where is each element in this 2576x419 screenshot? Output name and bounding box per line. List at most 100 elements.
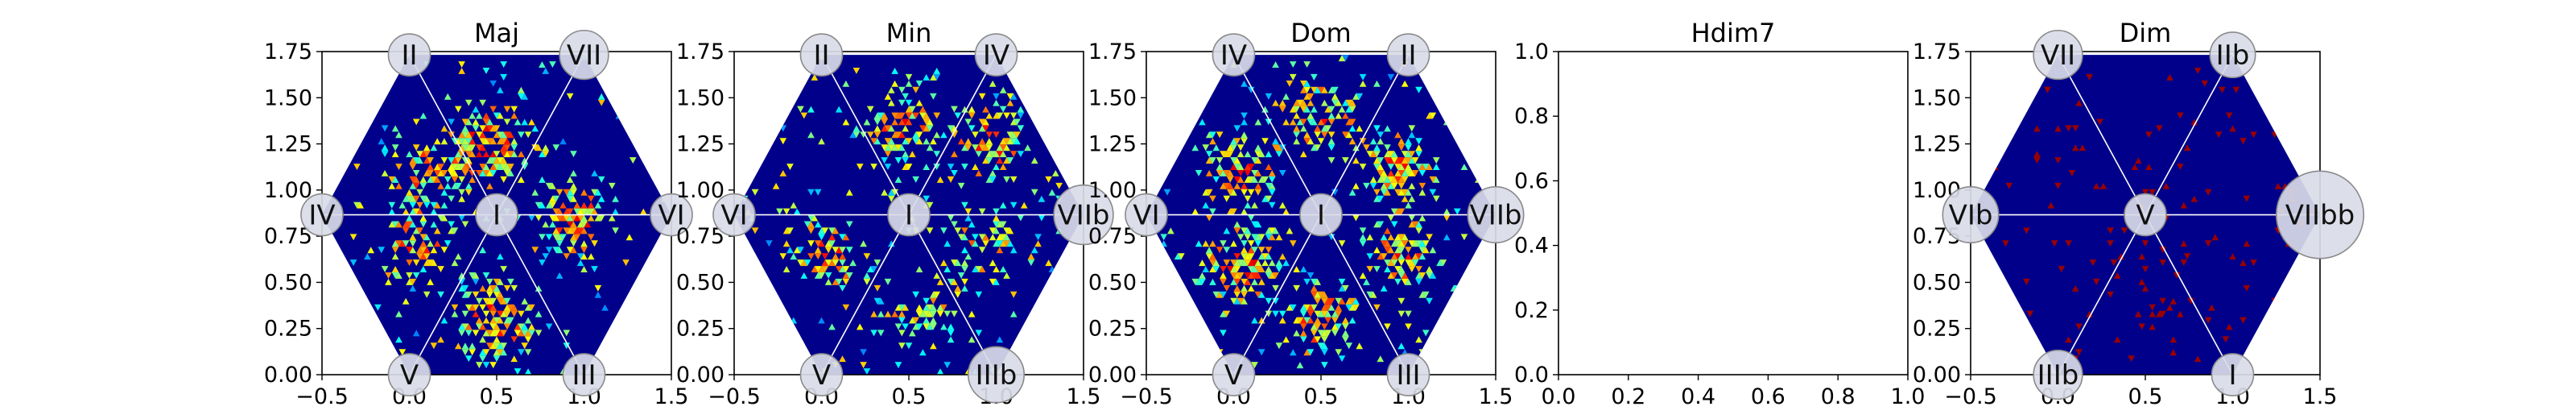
node-iii: III <box>562 353 606 396</box>
node-vib: VIb <box>1942 186 2000 244</box>
y-tick-label: 1.50 <box>1913 85 1961 110</box>
divider-line <box>2145 54 2234 215</box>
node-label: II <box>813 39 829 72</box>
node-label: I <box>905 200 913 232</box>
y-tick-label: 0.25 <box>1913 317 1961 342</box>
x-tick-label: 0.8 <box>1821 384 1856 409</box>
divider-line <box>2057 214 2146 375</box>
y-tick-label: 0.50 <box>676 270 724 295</box>
y-tick-label: 0.00 <box>1088 363 1137 388</box>
x-tick-label: −0.5 <box>1944 384 1997 409</box>
node-label: IIIb <box>2037 359 2079 392</box>
y-tick-label: 1.25 <box>1088 132 1137 157</box>
node-v: V <box>2124 193 2167 237</box>
node-label: VI <box>720 200 747 232</box>
x-tick-label: −0.5 <box>708 384 761 409</box>
y-tick-label: 1.75 <box>264 39 312 64</box>
divider-line <box>1232 54 1322 215</box>
node-label: IV <box>983 39 1009 72</box>
axes-frame <box>1558 51 1909 375</box>
node-label: VIb <box>1949 200 1993 232</box>
divider-line <box>1320 54 1410 215</box>
y-tick-label: 0.00 <box>676 363 724 388</box>
node-label: VI <box>1133 200 1159 232</box>
y-tick-label: 1.0 <box>1514 39 1549 64</box>
node-v: V <box>387 353 431 396</box>
node-v: V <box>1212 353 1256 396</box>
node-label: III <box>572 359 596 392</box>
y-tick-label: 0.25 <box>1088 317 1137 342</box>
x-tick-label: 0.5 <box>892 384 927 409</box>
y-tick-label: 1.00 <box>676 178 724 203</box>
divider-line <box>496 214 585 375</box>
divider-line <box>408 54 497 215</box>
node-vi: VI <box>650 193 693 237</box>
node-viibb: VIIbb <box>2275 170 2365 259</box>
y-tick-label: 0.75 <box>676 224 724 249</box>
y-tick-label: 1.75 <box>676 39 724 64</box>
node-label: V <box>400 359 419 392</box>
divider-line <box>2057 54 2146 215</box>
y-tick-label: 0.4 <box>1514 234 1549 259</box>
x-tick-label: 1.5 <box>2303 384 2338 409</box>
node-label: V <box>2136 200 2154 232</box>
node-iv: IV <box>974 33 1018 77</box>
node-vi: VI <box>1125 193 1168 237</box>
y-tick-label: 1.25 <box>676 132 724 157</box>
node-label: VIIb <box>1058 200 1110 232</box>
node-label: I <box>1317 200 1325 232</box>
y-tick-label: 0.00 <box>264 363 312 388</box>
divider-line <box>408 214 497 375</box>
node-label: IV <box>308 200 335 232</box>
node-iiib: IIIb <box>967 346 1026 404</box>
subplot-title: Hdim7 <box>1691 18 1776 48</box>
subplot-maj: −0.5 0.0 0.5 1.0 1.50.000.250.500.751.001.25… <box>264 18 689 409</box>
subplot-title: Dim <box>2120 18 2172 48</box>
node-label: VIIbb <box>2285 200 2355 232</box>
node-ii: II <box>799 33 844 77</box>
x-tick-label: 0.4 <box>1681 384 1715 409</box>
node-vii: VII <box>2033 29 2083 81</box>
heat-cells <box>328 55 671 375</box>
y-tick-label: 0.8 <box>1514 104 1549 129</box>
node-ii: II <box>1386 33 1430 77</box>
node-i: I <box>475 193 518 237</box>
x-tick-label: 0.5 <box>480 384 514 409</box>
node-label: II <box>401 39 417 72</box>
y-tick-label: 1.50 <box>1088 85 1137 110</box>
y-tick-label: 1.75 <box>1088 39 1137 64</box>
y-tick-label: 1.00 <box>1088 178 1137 203</box>
node-label: VIIb <box>1470 200 1522 232</box>
node-label: V <box>1224 359 1243 392</box>
y-tick-label: 0.25 <box>264 317 312 342</box>
node-viib: VIIb <box>1053 184 1114 246</box>
y-tick-label: 1.75 <box>1913 39 1961 64</box>
subplot-title: Min <box>886 18 932 48</box>
node-i: I <box>1299 193 1343 237</box>
node-label: VII <box>2041 39 2075 72</box>
x-tick-label: −0.5 <box>1120 384 1173 409</box>
node-label: VI <box>658 200 684 232</box>
node-i: I <box>2211 353 2255 396</box>
divider-line <box>820 54 910 215</box>
node-label: III <box>1396 359 1420 392</box>
node-label: IIIb <box>976 359 1018 392</box>
y-tick-label: 1.50 <box>264 85 312 110</box>
node-label: IV <box>1220 39 1247 72</box>
x-tick-label: 1.5 <box>1067 384 1101 409</box>
y-tick-label: 0.50 <box>264 270 312 295</box>
x-tick-label: 0.0 <box>1542 384 1576 409</box>
y-tick-label: 0.2 <box>1514 298 1549 323</box>
x-tick-label: 0.6 <box>1751 384 1785 409</box>
y-tick-label: 0.25 <box>676 317 724 342</box>
node-label: I <box>493 200 501 232</box>
node-label: II <box>1400 39 1416 72</box>
node-vi: VI <box>712 193 756 237</box>
node-iv: IV <box>1212 33 1256 77</box>
subplot-title: Maj <box>474 18 519 48</box>
y-tick-label: 1.00 <box>264 178 312 203</box>
node-viib: VIIb <box>1467 186 1525 244</box>
node-iv: IV <box>300 193 344 237</box>
x-tick-label: 1.0 <box>1891 384 1926 409</box>
node-v: V <box>799 353 844 396</box>
